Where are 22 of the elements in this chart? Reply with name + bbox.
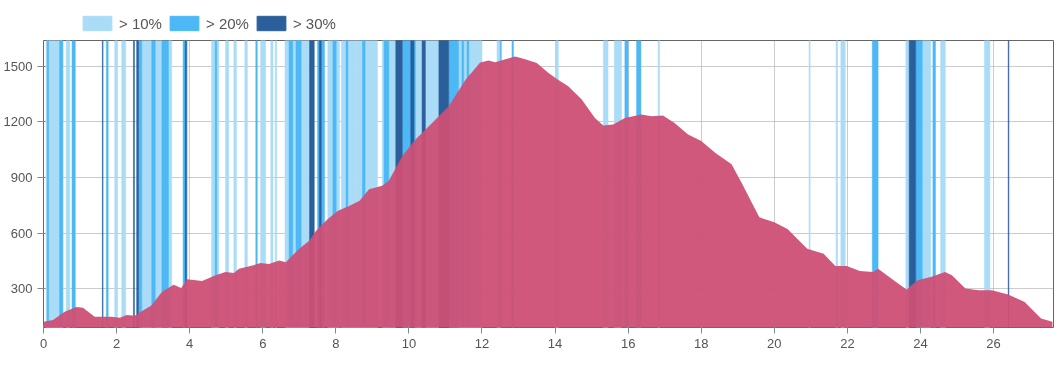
x-tick-label: 0 — [39, 335, 48, 351]
y-tick-label: 1500 — [3, 58, 33, 74]
x-tick-label: 22 — [840, 335, 855, 351]
x-tick-label: 18 — [694, 335, 709, 351]
x-tick-label: 14 — [547, 335, 563, 351]
y-tick-label: 1200 — [3, 114, 33, 130]
x-tick-label: 6 — [259, 335, 267, 351]
y-tick-label: 300 — [10, 281, 33, 297]
legend-label: > 10% — [119, 14, 162, 32]
x-tick-label: 12 — [474, 335, 490, 351]
x-tick-label: 20 — [767, 335, 782, 351]
x-tick-label: 26 — [986, 335, 1001, 351]
x-tick-label: 24 — [913, 335, 928, 351]
y-tick-label: 900 — [10, 170, 33, 186]
x-tick-label: 10 — [401, 335, 417, 351]
x-tick-label: 8 — [332, 335, 340, 351]
y-tick-label: 600 — [10, 225, 33, 241]
legend-label: > 30% — [292, 14, 336, 32]
x-tick-label: 4 — [186, 335, 194, 351]
legend-label: > 20% — [205, 14, 249, 32]
x-tick-label: 16 — [620, 335, 636, 351]
x-tick-label: 2 — [112, 335, 121, 351]
